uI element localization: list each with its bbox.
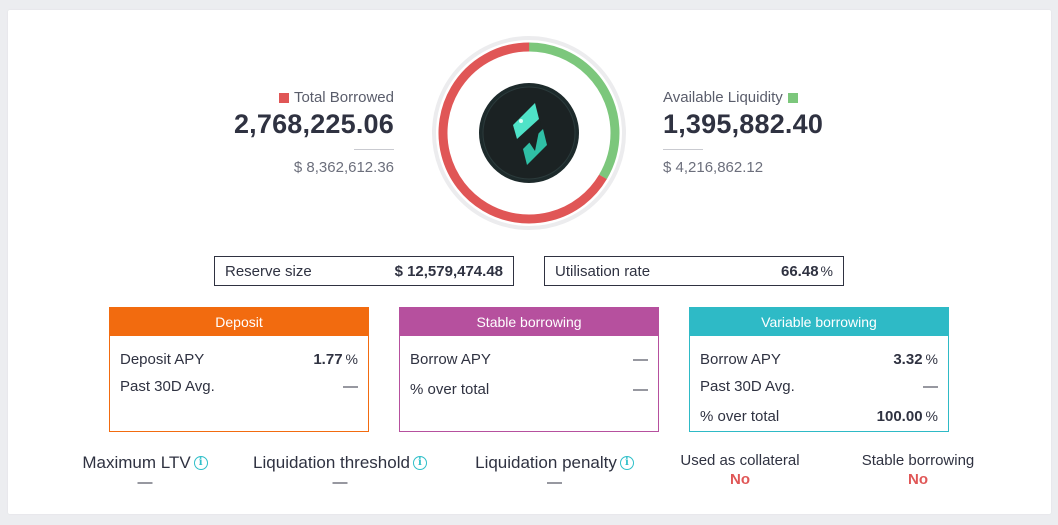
variable-30d-value: —	[923, 378, 938, 395]
utilisation-rate-unit: %	[820, 262, 833, 279]
utilisation-rate-label: Utilisation rate	[555, 262, 651, 280]
deposit-panel: Deposit Deposit APY 1.77% Past 30D Avg. …	[109, 307, 369, 432]
liquidation-threshold-param: Liquidation threshold i —	[240, 453, 440, 491]
used-as-collateral-label: Used as collateral	[680, 452, 800, 469]
maximum-ltv-param: Maximum LTV i —	[70, 453, 220, 491]
total-borrowed-value: 2,768,225.06	[233, 109, 394, 139]
deposit-apy-value: 1.77	[313, 351, 343, 368]
reserve-size-value: $ 12,579,474.48	[394, 262, 503, 280]
stable-borrowing-panel: Stable borrowing Borrow APY — % over tot…	[399, 307, 659, 432]
variable-borrow-apy-value: 3.32	[893, 351, 923, 368]
used-as-collateral-value: No	[730, 471, 750, 488]
total-borrowed-label: Total Borrowed	[293, 89, 394, 106]
available-liquidity-label: Available Liquidity	[663, 89, 783, 106]
lightning-token-icon	[513, 103, 547, 165]
deposit-30d-row: Past 30D Avg. —	[120, 373, 358, 400]
variable-borrow-apy-row: Borrow APY 3.32%	[700, 346, 938, 373]
variable-borrowing-panel: Variable borrowing Borrow APY 3.32% Past…	[689, 307, 949, 432]
liquidation-penalty-param: Liquidation penalty i —	[462, 453, 647, 491]
reserve-size-label: Reserve size	[225, 262, 312, 280]
variable-borrow-apy-label: Borrow APY	[700, 351, 781, 368]
used-as-collateral-param: Used as collateral No	[665, 452, 815, 488]
liquidation-penalty-label: Liquidation penalty	[475, 453, 617, 472]
deposit-panel-title: Deposit	[110, 308, 368, 336]
divider	[663, 149, 703, 150]
stable-over-total-value: —	[633, 381, 648, 398]
variable-over-total-value: 100.00	[876, 408, 923, 425]
deposit-apy-label: Deposit APY	[120, 351, 205, 368]
variable-borrow-apy-unit: %	[925, 351, 938, 367]
liquidation-penalty-value: —	[547, 474, 562, 491]
stable-borrowing-panel-title: Stable borrowing	[400, 308, 658, 336]
liquidity-legend-square	[787, 92, 798, 103]
info-icon[interactable]: i	[412, 456, 427, 470]
donut-outer-ring	[432, 36, 626, 230]
stable-borrowing-param: Stable borrowing No	[843, 452, 993, 488]
donut-chart	[432, 36, 626, 230]
utilisation-donut	[431, 35, 627, 231]
total-borrowed-block: Total Borrowed 2,768,225.06 $ 8,362,612.…	[234, 89, 394, 176]
liquidation-threshold-value: —	[332, 474, 348, 491]
total-borrowed-usd: $ 8,362,612.36	[293, 159, 394, 176]
stable-borrow-apy-row: Borrow APY —	[410, 346, 648, 373]
reserve-size-box: Reserve size $ 12,579,474.48	[214, 256, 514, 286]
stable-borrow-apy-label: Borrow APY	[410, 351, 491, 368]
deposit-30d-value: —	[343, 378, 358, 395]
variable-30d-label: Past 30D Avg.	[700, 378, 795, 395]
stable-borrow-apy-value: —	[633, 351, 648, 368]
info-icon[interactable]: i	[193, 456, 208, 470]
stable-over-total-row: % over total —	[410, 376, 648, 403]
maximum-ltv-label: Maximum LTV	[82, 453, 191, 472]
deposit-apy-row: Deposit APY 1.77%	[120, 346, 358, 373]
divider	[354, 149, 394, 150]
stable-borrowing-label: Stable borrowing	[861, 452, 975, 469]
utilisation-rate-box: Utilisation rate 66.48%	[544, 256, 844, 286]
variable-over-total-row: % over total 100.00%	[700, 403, 938, 430]
available-liquidity-block: Available Liquidity 1,395,882.40 $ 4,216…	[663, 89, 823, 176]
deposit-apy-unit: %	[345, 351, 358, 367]
maximum-ltv-value: —	[137, 474, 153, 491]
available-liquidity-usd: $ 4,216,862.12	[663, 159, 764, 176]
variable-borrowing-panel-title: Variable borrowing	[690, 308, 948, 336]
variable-30d-row: Past 30D Avg. —	[700, 373, 938, 400]
stable-over-total-label: % over total	[410, 381, 490, 398]
liquidation-threshold-label: Liquidation threshold	[253, 453, 410, 472]
deposit-30d-label: Past 30D Avg.	[120, 378, 215, 395]
variable-over-total-label: % over total	[700, 408, 780, 425]
variable-over-total-unit: %	[925, 408, 938, 424]
stable-borrowing-value: No	[908, 471, 928, 488]
available-liquidity-value: 1,395,882.40	[663, 109, 824, 139]
utilisation-rate-value: 66.48	[781, 262, 819, 280]
info-icon[interactable]: i	[619, 456, 634, 470]
borrowed-legend-square	[278, 92, 289, 103]
